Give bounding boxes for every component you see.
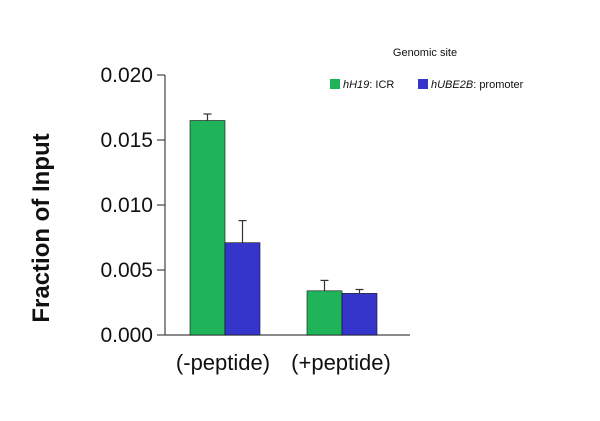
legend-swatch-1: [330, 79, 340, 89]
bar-series2-minus-peptide: [224, 242, 261, 336]
y-tick-label: 0.000: [100, 324, 153, 347]
y-axis-label: Fraction of Input: [28, 133, 55, 322]
y-tick-label: 0.015: [100, 129, 153, 152]
legend-label-1: hH19: ICR: [343, 79, 394, 91]
bar-series2-plus-peptide: [341, 293, 378, 336]
legend-site-name: : ICR: [369, 79, 394, 91]
bars: [189, 120, 378, 336]
bar-series1-plus-peptide: [306, 290, 343, 336]
y-ticks: 0.000 0.005 0.010 0.015 0.020: [100, 64, 165, 347]
legend: Genomic site hH19: ICR hUBE2B: promoter: [330, 47, 524, 91]
y-tick-label: 0.020: [100, 64, 153, 87]
y-tick-label: 0.005: [100, 259, 153, 282]
x-category-label: (+peptide): [291, 350, 391, 375]
category-labels: (-peptide) (+peptide): [176, 350, 391, 375]
legend-items: hH19: ICR hUBE2B: promoter: [330, 79, 524, 91]
legend-label-2: hUBE2B: promoter: [431, 79, 524, 91]
x-category-label: (-peptide): [176, 350, 270, 375]
legend-gene-name: hUBE2B: [431, 79, 473, 91]
error-bars: [203, 113, 364, 294]
legend-swatch-2: [418, 79, 428, 89]
legend-title: Genomic site: [393, 47, 457, 59]
legend-gene-name: hH19: [343, 79, 369, 91]
bar-series1-minus-peptide: [189, 120, 226, 336]
legend-site-name: : promoter: [473, 79, 523, 91]
y-tick-label: 0.010: [100, 194, 153, 217]
